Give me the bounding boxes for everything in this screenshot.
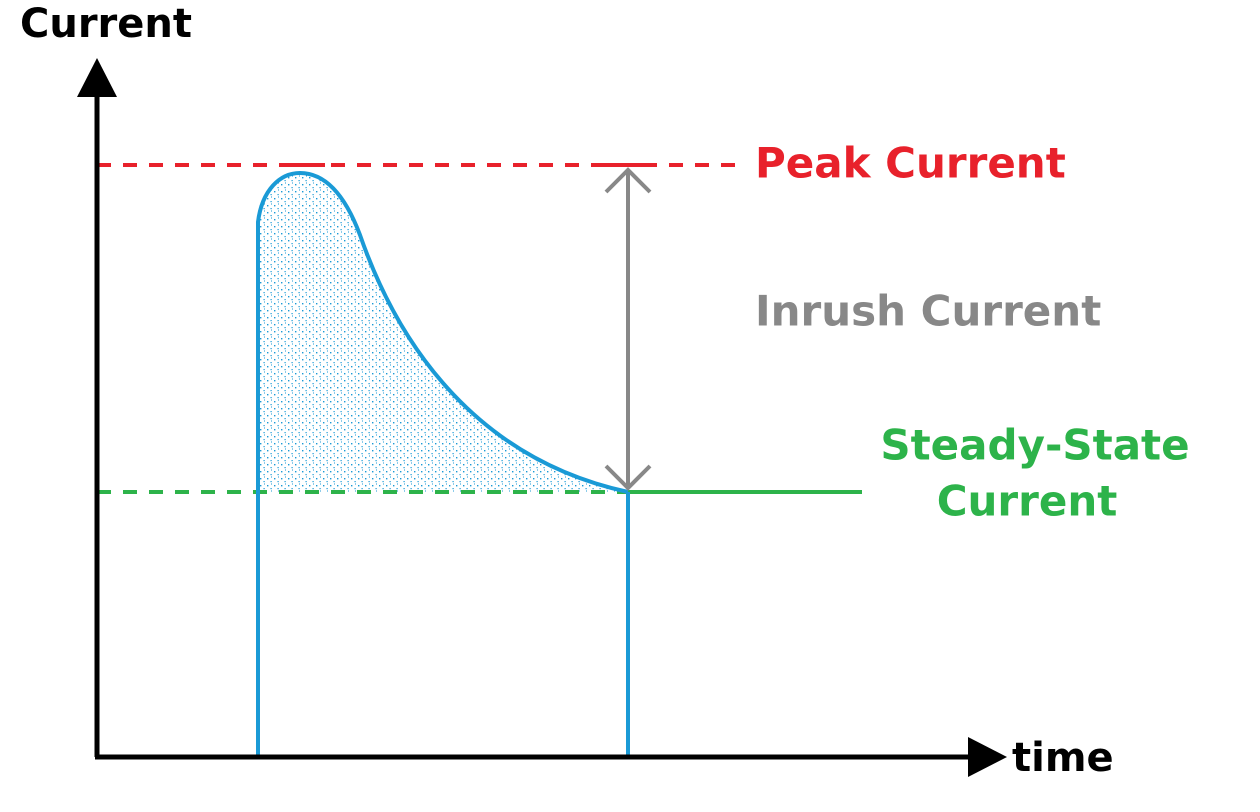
y-axis-label: Current xyxy=(20,1,192,47)
current-curve xyxy=(256,170,629,757)
x-arrowhead xyxy=(968,737,1007,777)
peak-label: Peak Current xyxy=(755,139,1066,188)
inrush-arrow xyxy=(604,167,652,491)
inrush-area xyxy=(258,173,628,492)
x-axis-label: time xyxy=(1012,735,1114,781)
steady-label: Steady-State xyxy=(880,421,1189,470)
steady-label: Current xyxy=(937,477,1118,526)
inrush-label: Inrush Current xyxy=(755,287,1101,336)
y-arrowhead xyxy=(77,58,117,97)
